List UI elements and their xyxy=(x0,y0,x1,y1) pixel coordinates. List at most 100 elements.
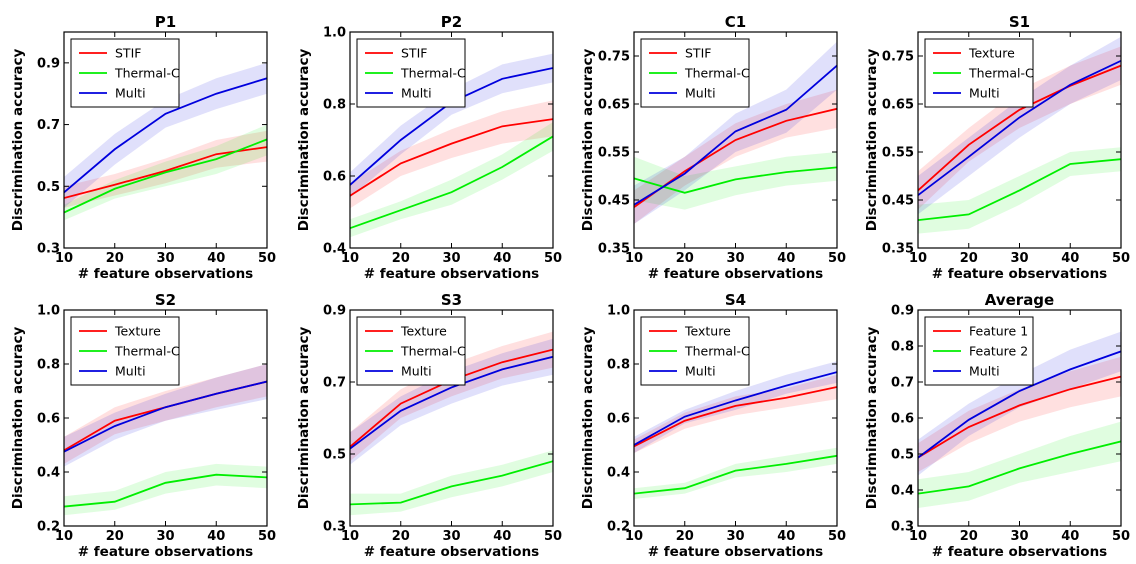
series-line-stif xyxy=(350,118,553,197)
y-tick-label: 0.8 xyxy=(37,358,60,373)
y-axis-label: Discrimination accuracy xyxy=(580,49,596,232)
y-tick-label: 0.8 xyxy=(607,358,630,373)
plot-area xyxy=(918,331,1121,508)
band-texture xyxy=(64,364,267,464)
legend-label: Multi xyxy=(115,86,146,101)
x-tick-label: 30 xyxy=(726,529,744,544)
band-thermal-c xyxy=(350,122,553,238)
plot-area xyxy=(918,36,1121,234)
x-axis-label: # feature observations xyxy=(364,266,539,282)
series-line-thermal-c xyxy=(634,454,837,495)
series-line-thermal-c xyxy=(634,166,837,194)
y-tick-label: 0.55 xyxy=(882,146,914,161)
y-tick-label: 0.45 xyxy=(882,194,914,209)
legend: Texture Thermal-C Multi xyxy=(356,316,466,386)
series-line-multi xyxy=(634,371,837,446)
legend-label: Thermal-C xyxy=(968,66,1034,81)
x-tick-label: 10 xyxy=(625,251,643,266)
subplot-title: P2 xyxy=(441,13,462,31)
plot-area xyxy=(64,62,267,221)
series-line-feature-2 xyxy=(918,440,1121,495)
subplot-title: S1 xyxy=(1009,13,1030,31)
x-tick-label: 10 xyxy=(55,529,73,544)
y-axis-label: Discrimination accuracy xyxy=(10,49,26,232)
y-axis-label: Discrimination accuracy xyxy=(10,327,26,510)
band-multi xyxy=(918,331,1121,476)
x-tick-label: 40 xyxy=(777,529,795,544)
x-axis-label: # feature observations xyxy=(648,266,823,282)
x-tick-label: 10 xyxy=(341,529,359,544)
x-tick-label: 30 xyxy=(156,529,174,544)
x-tick-label: 30 xyxy=(1010,529,1028,544)
x-tick-label: 20 xyxy=(960,529,978,544)
y-tick-label: 0.5 xyxy=(323,448,346,463)
band-texture xyxy=(350,331,553,462)
series-line-thermal-c xyxy=(350,135,553,230)
x-tick-label: 50 xyxy=(1112,251,1130,266)
y-tick-label: 0.8 xyxy=(323,98,346,113)
x-axis-label: # feature observations xyxy=(78,266,253,282)
y-tick-label: 0.3 xyxy=(323,520,346,535)
band-multi xyxy=(634,41,837,224)
x-tick-label: 40 xyxy=(493,251,511,266)
legend: Texture Thermal-C Multi xyxy=(924,38,1034,108)
legend-box xyxy=(70,316,180,386)
y-tick-label: 0.4 xyxy=(607,466,630,481)
legend-label: Thermal-C xyxy=(114,66,180,81)
y-tick-label: 1.0 xyxy=(37,304,60,319)
y-tick-label: 0.75 xyxy=(882,50,914,65)
legend-label: Multi xyxy=(969,364,1000,379)
band-stif xyxy=(350,100,553,209)
x-tick-label: 40 xyxy=(207,251,225,266)
y-tick-label: 0.35 xyxy=(598,242,630,257)
legend: Texture Thermal-C Multi xyxy=(70,316,180,386)
y-tick-label: 0.7 xyxy=(37,118,60,133)
series-line-thermal-c xyxy=(350,460,553,506)
band-thermal-c xyxy=(634,152,837,210)
y-tick-label: 0.65 xyxy=(882,98,914,113)
y-axis-label: Discrimination accuracy xyxy=(864,49,880,232)
subplot-title: S3 xyxy=(441,291,462,309)
legend-label: Multi xyxy=(115,364,146,379)
legend-label: Feature 2 xyxy=(969,344,1028,359)
y-tick-label: 0.65 xyxy=(598,98,630,113)
subplot-p2: 0.4 0.6 0.8 1.0 10 20 30 40 50 P2 # feature observ… xyxy=(296,13,562,282)
legend-label: Thermal-C xyxy=(400,344,466,359)
legend: STIF Thermal-C Multi xyxy=(356,38,466,108)
y-tick-label: 0.6 xyxy=(891,412,914,427)
subplot-title: S4 xyxy=(725,291,746,309)
band-texture xyxy=(634,374,837,454)
subplot-s4: 0.2 0.4 0.6 0.8 1.0 10 20 30 40 50 S4 # feature obs… xyxy=(580,291,846,560)
series-line-thermal-c xyxy=(64,138,267,214)
x-tick-label: 40 xyxy=(777,251,795,266)
band-thermal-c xyxy=(634,447,837,499)
y-tick-label: 1.0 xyxy=(323,26,346,41)
plot-area xyxy=(634,361,837,499)
subplot-c1: 0.35 0.45 0.55 0.65 0.75 10 20 30 40 50 C1 # featur… xyxy=(580,13,846,282)
series-line-multi xyxy=(64,77,267,194)
band-stif xyxy=(634,89,837,224)
y-tick-label: 0.45 xyxy=(598,194,630,209)
series-line-multi xyxy=(918,59,1121,196)
y-tick-label: 0.6 xyxy=(323,170,346,185)
x-tick-label: 20 xyxy=(106,251,124,266)
series-line-multi xyxy=(634,64,837,206)
y-tick-label: 0.3 xyxy=(891,520,914,535)
x-tick-label: 30 xyxy=(442,529,460,544)
band-multi xyxy=(64,364,267,467)
y-tick-label: 0.4 xyxy=(323,242,346,257)
band-thermal-c xyxy=(64,463,267,516)
x-axis-label: # feature observations xyxy=(78,544,253,560)
x-tick-label: 10 xyxy=(341,251,359,266)
x-tick-label: 20 xyxy=(960,251,978,266)
legend-label: Multi xyxy=(685,364,716,379)
x-tick-label: 30 xyxy=(1010,251,1028,266)
legend-label: STIF xyxy=(401,46,427,61)
x-tick-label: 10 xyxy=(909,529,927,544)
x-axis-label: # feature observations xyxy=(932,544,1107,560)
x-tick-label: 30 xyxy=(156,251,174,266)
legend-label: Multi xyxy=(401,86,432,101)
x-tick-label: 40 xyxy=(1061,251,1079,266)
y-tick-label: 1.0 xyxy=(607,304,630,319)
legend-label: Texture xyxy=(968,46,1015,61)
